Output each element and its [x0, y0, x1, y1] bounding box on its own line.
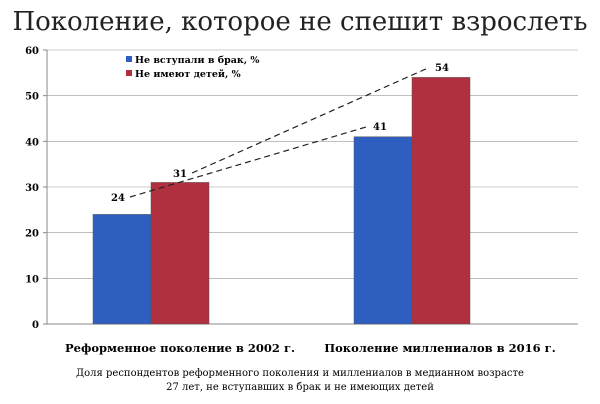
legend-swatch-red [126, 70, 132, 76]
data-label: 24 [111, 193, 125, 204]
footnote-line: 27 лет, не вступавших в брак и не имеющи… [166, 382, 434, 393]
trend-line [129, 126, 367, 198]
legend: Не вступали в брак, % Не имеют детей, % [126, 55, 259, 80]
data-label: 41 [373, 122, 387, 133]
bar [353, 136, 413, 325]
bar [92, 214, 152, 325]
bar [411, 77, 471, 325]
y-tick-label: 20 [25, 229, 39, 240]
trend-line [191, 67, 429, 174]
x-tick-label: Реформенное поколение в 2002 г. [65, 341, 295, 355]
legend-swatch-blue [126, 56, 132, 62]
y-tick-label: 30 [25, 183, 39, 194]
y-tick-label: 50 [25, 92, 39, 103]
bar [150, 182, 210, 325]
chart-title: Поколение, которое не спешит взрослеть [12, 7, 587, 37]
y-tick-label: 40 [25, 137, 39, 148]
legend-label: Не вступали в брак, % [135, 55, 259, 66]
y-tick-label: 10 [25, 274, 39, 285]
x-tick-label: Поколение миллениалов в 2016 г. [324, 341, 555, 355]
y-tick-label: 60 [25, 46, 39, 57]
data-label: 54 [435, 63, 449, 74]
legend-label: Не имеют детей, % [135, 69, 241, 80]
footnote-line: Доля респондентов реформенного поколения… [76, 368, 524, 379]
data-label: 31 [173, 169, 187, 180]
y-tick-label: 0 [32, 320, 39, 331]
